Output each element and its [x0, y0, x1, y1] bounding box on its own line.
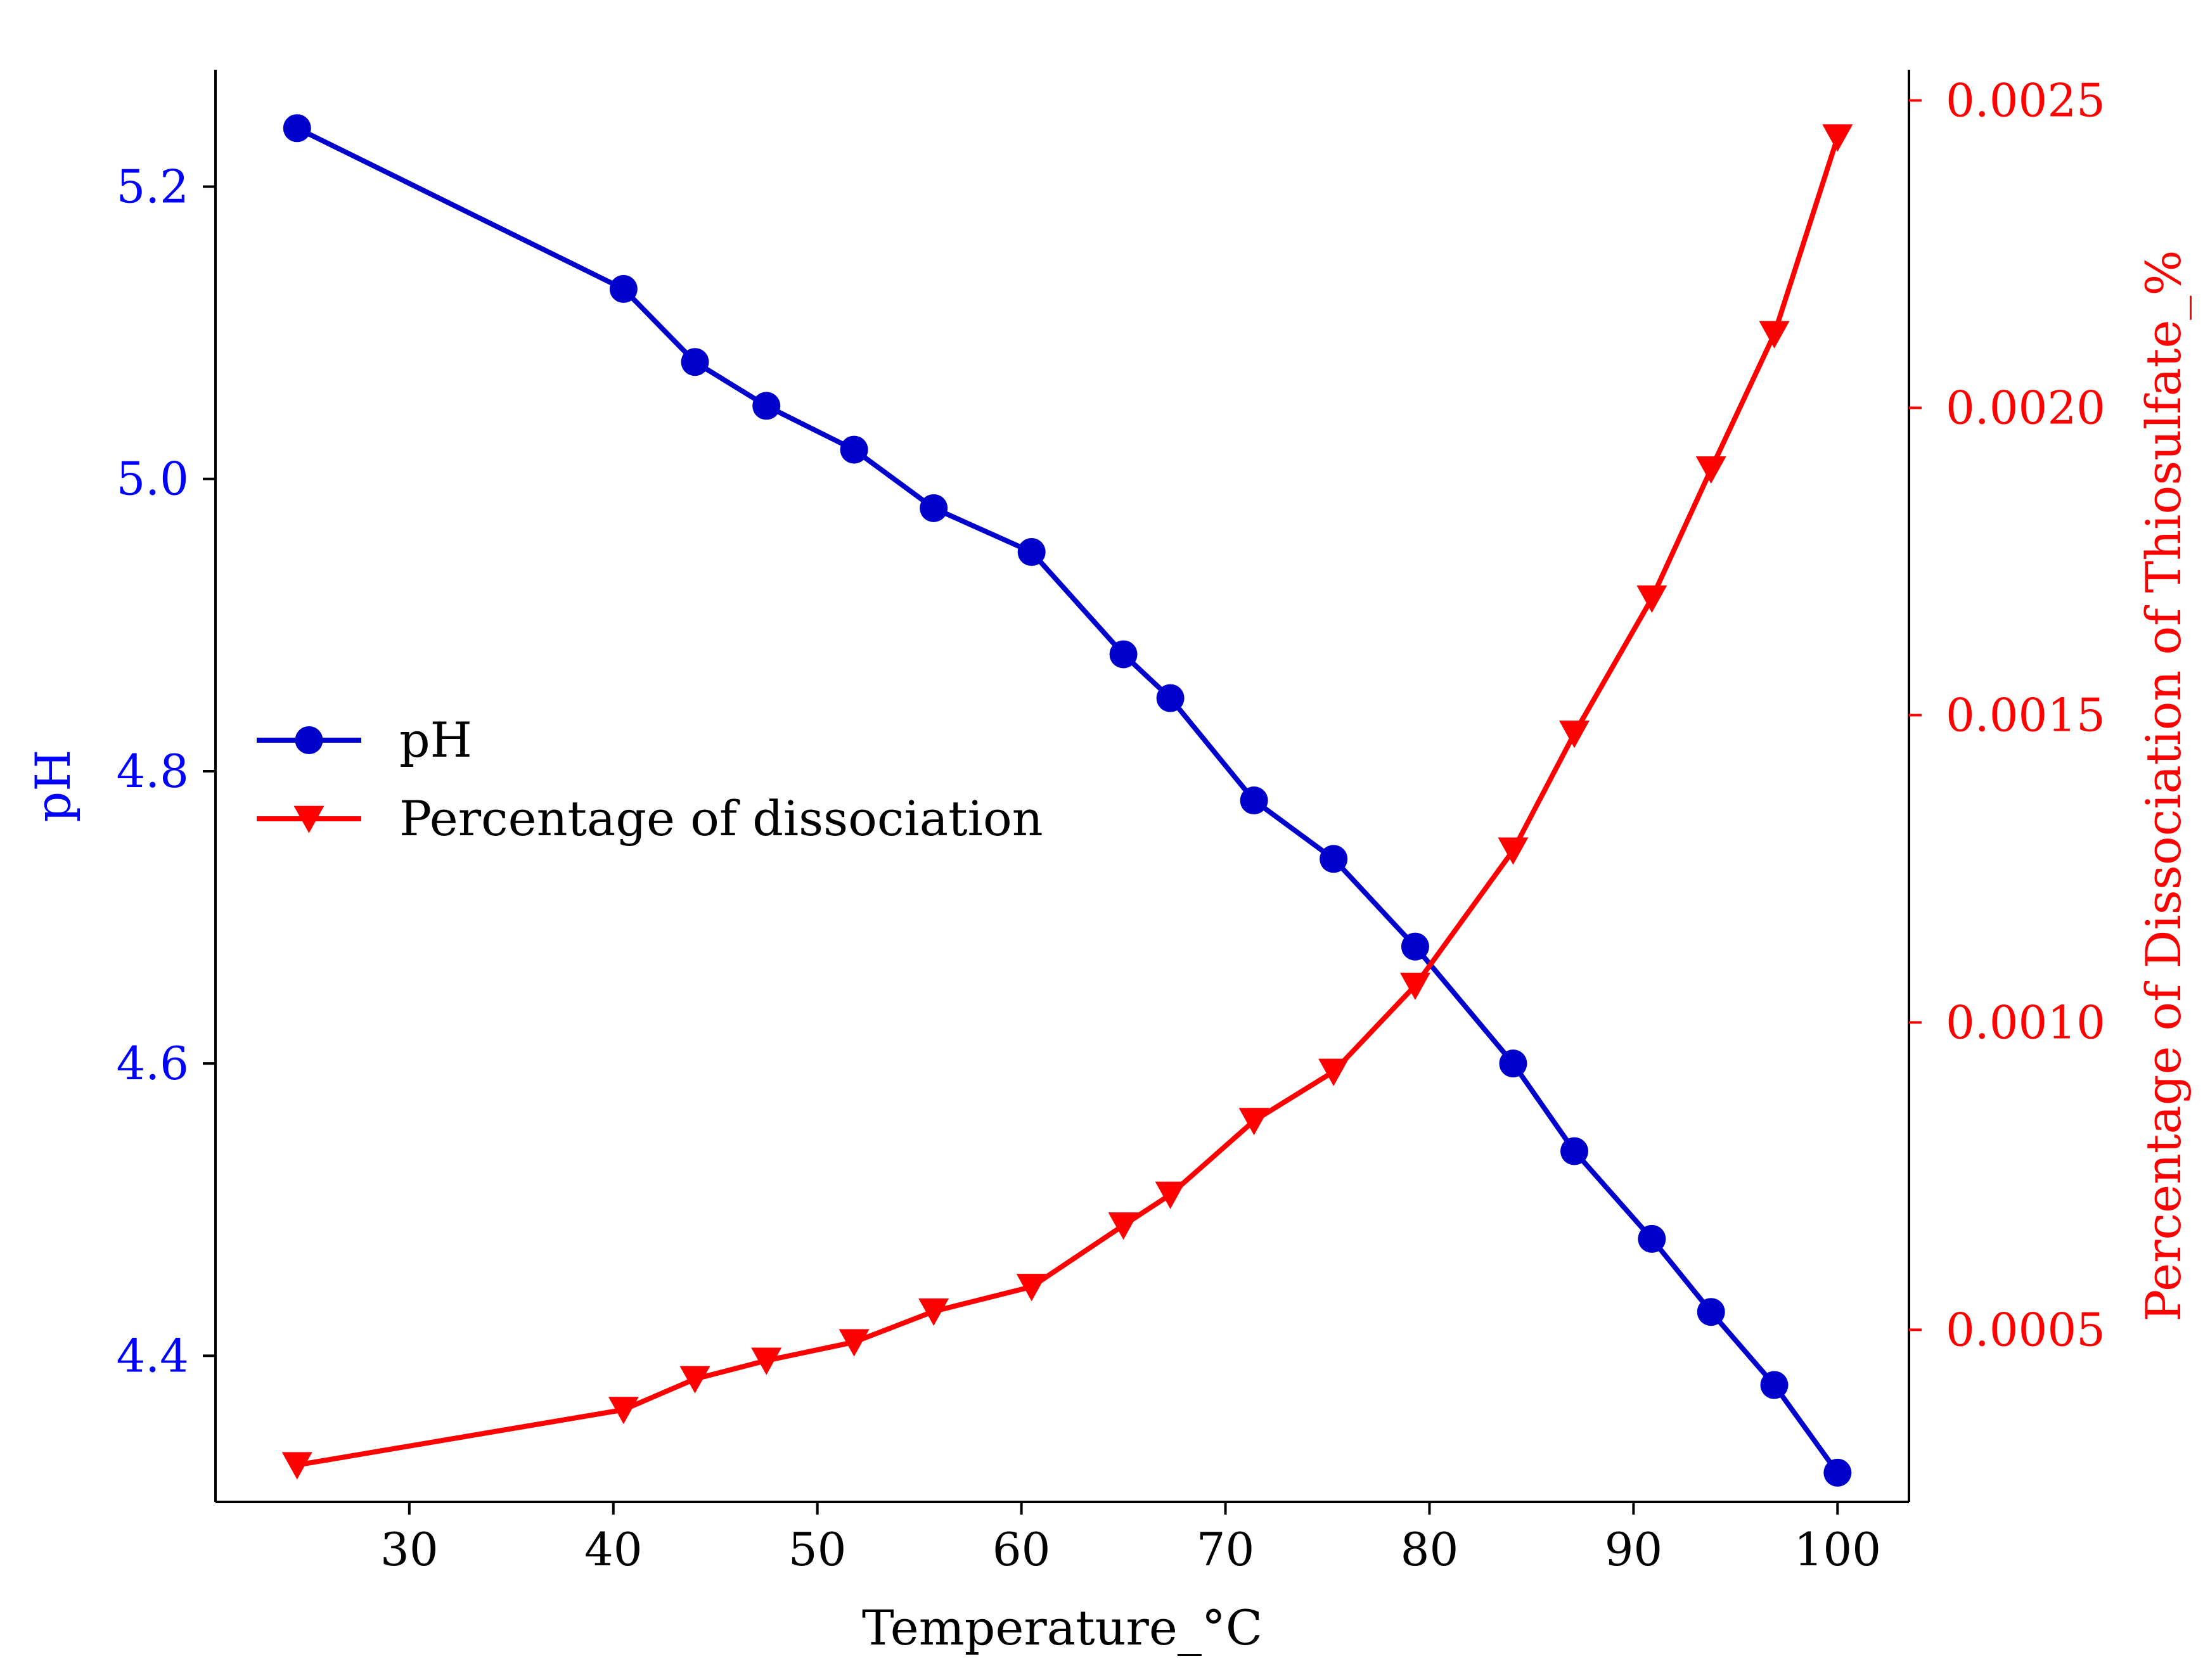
x-tick-label: 60	[993, 1523, 1051, 1576]
x-tick-label: 40	[584, 1523, 643, 1576]
legend-ph-marker	[295, 726, 323, 754]
x-tick-label: 30	[380, 1523, 439, 1576]
x-tick-label: 80	[1401, 1523, 1459, 1576]
ph-point	[920, 494, 948, 522]
ph-point	[1156, 684, 1185, 712]
dissociation-point	[1759, 321, 1790, 349]
y-right-tick-label: 0.0005	[1946, 1303, 2105, 1356]
ph-point	[1760, 1371, 1789, 1399]
ph-point	[1638, 1224, 1666, 1253]
y-left-tick-label: 4.4	[116, 1329, 189, 1382]
ph-point	[681, 348, 709, 376]
legend-dissociation-label: Percentage of dissociation	[399, 790, 1043, 847]
x-tick-label: 50	[788, 1523, 847, 1576]
ph-point	[1401, 932, 1429, 961]
dissociation-point	[1318, 1058, 1349, 1086]
ph-point	[1109, 640, 1138, 669]
y-right-tick-label: 0.0015	[1946, 688, 2105, 741]
ph-point	[283, 114, 311, 143]
dissociation-point	[1108, 1212, 1139, 1240]
ph-point	[1560, 1137, 1589, 1165]
ph-point	[1697, 1298, 1725, 1326]
ph-point	[1240, 786, 1268, 815]
ph-point	[1499, 1049, 1527, 1078]
y-left-tick-label: 5.2	[116, 160, 189, 213]
ph-point	[752, 392, 781, 420]
dissociation-point	[1498, 837, 1529, 865]
y-right-tick-label: 0.0020	[1946, 381, 2105, 434]
dissociation-point	[1399, 972, 1430, 1001]
dissociation-point	[1559, 721, 1590, 748]
x-tick-label: 90	[1605, 1523, 1663, 1576]
dissociation-point	[838, 1329, 870, 1357]
ph-point	[1017, 538, 1046, 567]
dissociation-point	[1155, 1181, 1186, 1209]
y-left-axis-title: pH	[25, 750, 81, 823]
y-right-axis-title: Percentage of Dissociation of Thiosulfat…	[2135, 250, 2192, 1321]
series-line-dissociation	[294, 134, 1841, 1468]
legend-dissociation-marker	[293, 805, 324, 833]
ph-point	[1320, 845, 1348, 873]
dissociation-point	[679, 1366, 710, 1394]
ph-point	[1823, 1458, 1852, 1487]
ph-point	[609, 274, 638, 303]
dissociation-point	[918, 1298, 949, 1326]
x-tick-label: 70	[1197, 1523, 1255, 1576]
dissociation-point	[1016, 1274, 1047, 1302]
dissociation-point	[1238, 1108, 1269, 1136]
y-left-tick-label: 4.8	[116, 745, 189, 798]
dissociation-point	[281, 1452, 312, 1480]
y-left-tick-label: 4.6	[116, 1037, 189, 1090]
dissociation-point	[608, 1397, 639, 1425]
x-axis-title: Temperature_°C	[862, 1600, 1262, 1656]
ph-point	[840, 435, 868, 464]
y-right-tick-label: 0.0025	[1946, 74, 2105, 127]
y-left-tick-label: 5.0	[116, 452, 189, 506]
x-tick-label: 100	[1794, 1523, 1881, 1576]
axes-group: 30 40 50 60 70 80 90 100 4.4 4.6 4.8 5.0 5.2 0.0005 0.…	[25, 70, 2192, 1656]
dissociation-point	[1822, 124, 1853, 152]
legend-ph-label: pH	[399, 712, 472, 768]
dissociation-point	[751, 1347, 782, 1375]
dissociation-point	[1636, 585, 1667, 613]
y-right-tick-label: 0.0010	[1946, 996, 2105, 1049]
dissociation-point	[1695, 456, 1726, 484]
series-line-ph	[294, 125, 1841, 1475]
series-group	[281, 114, 1853, 1487]
legend: pH Percentage of dissociation	[257, 712, 1043, 847]
